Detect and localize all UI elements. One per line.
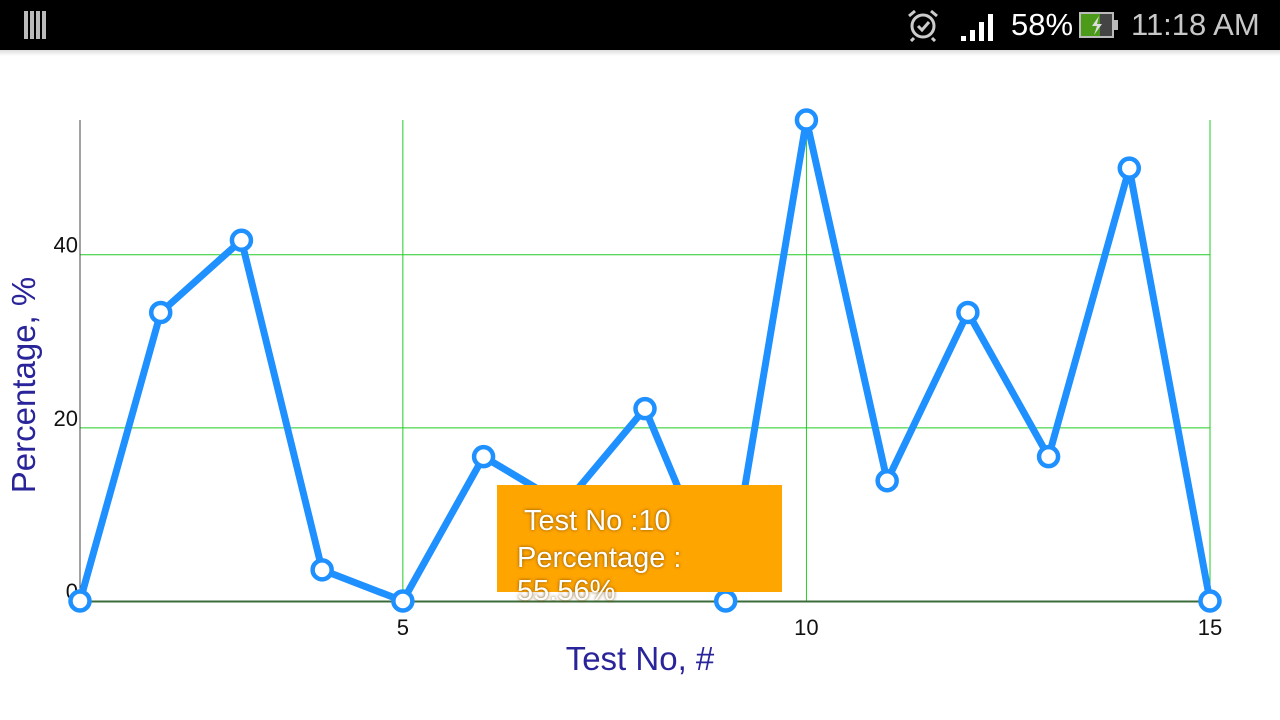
data-point [229, 228, 254, 252]
data-point [956, 300, 980, 325]
data-point [68, 589, 92, 613]
data-point [633, 396, 657, 421]
data-point [391, 589, 415, 613]
x-tick-label: 10 [794, 615, 818, 640]
y-tick-label: 20 [54, 406, 78, 431]
signal-icon [961, 14, 993, 41]
y-tick-label: 40 [54, 233, 78, 258]
x-axis-label: Test No, # [566, 640, 715, 677]
tooltip-percentage: Percentage : 55.56% [517, 542, 682, 607]
data-point [794, 108, 819, 132]
data-point [471, 444, 496, 469]
data-point [1198, 589, 1222, 613]
clock: 11:18 AM [1131, 7, 1260, 42]
x-tick-label: 5 [397, 615, 409, 640]
battery-charging-icon [1079, 12, 1118, 38]
status-bar: 58% 11:18 AM [0, 0, 1280, 50]
battery-percent: 58% [1011, 7, 1074, 42]
data-point [310, 558, 334, 582]
action-bar-shadow [0, 50, 1280, 56]
data-point [148, 300, 173, 325]
y-axis-label: Percentage, % [5, 277, 42, 493]
tooltip-test-no: Test No :10 [524, 505, 671, 537]
notification-bars-icon [24, 11, 46, 39]
data-point-tooltip: Test No :10 Percentage : 55.56% [497, 485, 782, 607]
data-point [875, 469, 899, 493]
alarm-icon [908, 9, 938, 42]
data-point [1117, 156, 1142, 180]
x-tick-label: 15 [1198, 615, 1222, 640]
data-point [1036, 444, 1061, 469]
